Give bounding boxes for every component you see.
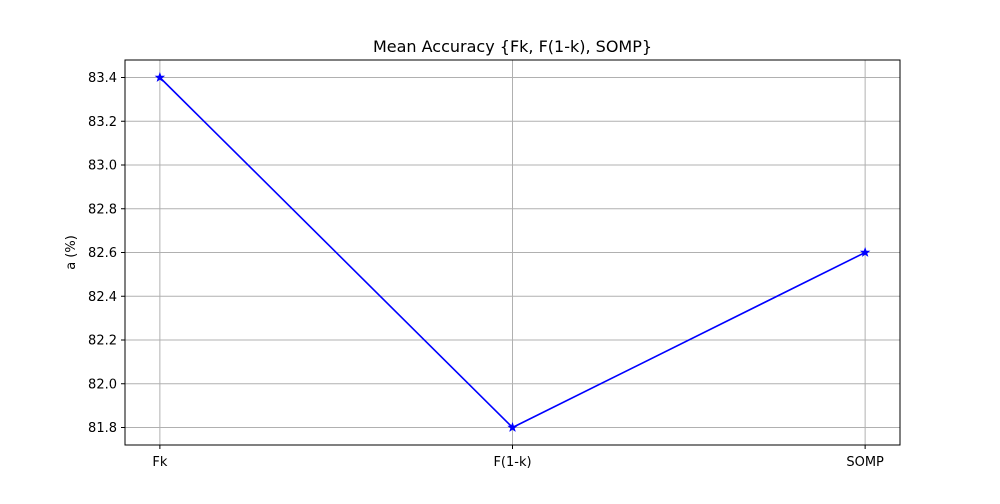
data-point-star-marker — [154, 72, 166, 82]
y-tick-label: 82.8 — [88, 202, 117, 217]
y-tick-label: 81.8 — [88, 421, 117, 436]
y-tick-label: 83.2 — [88, 115, 117, 130]
x-tick-label: SOMP — [846, 455, 884, 470]
y-tick-label: 83.4 — [88, 71, 117, 86]
axis-ticks: 81.8 82.0 82.2 82.4 82.6 82.8 83.0 83.2 83.4 Fk F(… — [88, 71, 884, 470]
data-point-star-marker — [859, 247, 871, 257]
grid-lines — [125, 60, 900, 445]
series-layer — [154, 72, 871, 432]
x-tick-label: Fk — [152, 455, 167, 470]
x-tick-label: F(1-k) — [493, 455, 531, 470]
y-tick-label: 82.6 — [88, 246, 117, 261]
y-tick-label: 82.0 — [88, 377, 117, 392]
y-tick-label: 82.2 — [88, 334, 117, 349]
chart-title: Mean Accuracy {Fk, F(1-k), SOMP} — [373, 37, 652, 56]
y-tick-label: 83.0 — [88, 159, 117, 174]
y-tick-label: 82.4 — [88, 290, 117, 305]
y-axis-label: a (%) — [64, 235, 79, 270]
data-point-star-marker — [507, 422, 518, 432]
